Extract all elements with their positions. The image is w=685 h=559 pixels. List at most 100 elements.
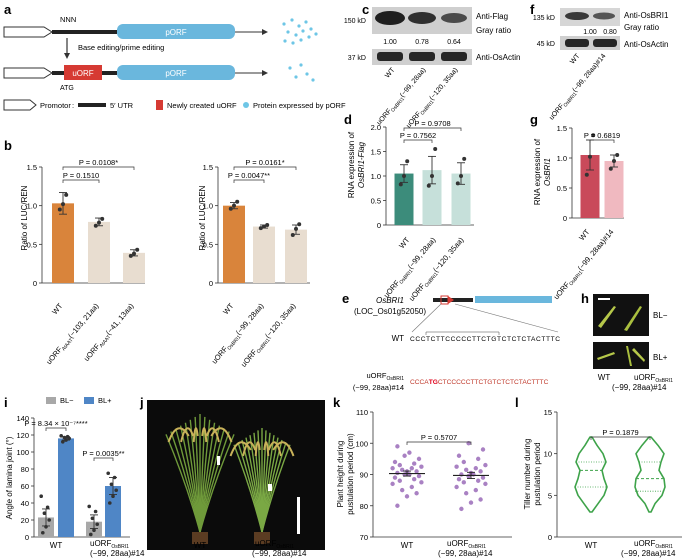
d-point-0-2 [405,159,410,164]
j-cat-2b: (−99, 28aa)#14 [252,549,307,558]
legend-new-uorf: Newly created uORF [167,101,237,110]
k-point-1-4 [473,487,478,493]
f-anti-bottom: Anti-OsActin [624,40,668,49]
d-bar-1 [422,170,442,225]
d-ytick-label-3: 1.5 [371,148,381,157]
f-band-2 [593,12,615,20]
k-point-1-18 [454,464,459,469]
b-left-bar-1 [88,221,110,283]
k-ytick-label-1: 80 [360,502,368,511]
k-point-1-0 [459,506,464,512]
protein-dots-bottom [288,63,315,82]
k-ytick-label-0: 70 [360,533,368,542]
b-left-sig-1-bracket [62,166,135,170]
panel-f: f 135 kD 45 kD 1.00 0.80 Anti-OsBRI1 Gra… [530,2,669,122]
g-ytick-label-3: 1.5 [557,124,567,133]
protein-dot-top-12 [314,32,318,36]
f-anti-top: Anti-OsBRI1 [624,11,669,20]
k-point-0-25 [407,450,412,455]
protein-dot-top-2 [297,24,301,28]
b-right-xlabel-wt: WT [221,301,236,316]
panel-c: c 150 kD 37 kD 1.00 0.78 0.64 Anti-Flag … [344,2,521,130]
b-left-ytick-label-1: 0.5 [27,240,37,249]
protein-dot-top-9 [291,41,295,45]
i-point-1-0-5 [59,434,63,438]
k-point-1-15 [478,469,483,474]
j-plant-0-stem-14 [199,434,235,533]
protein-dot-bottom-1 [299,63,303,67]
panel-g: g RNA expression of OsBRI1 0 0.5 1.0 1.5 P =… [530,112,624,301]
legend-utr-icon [78,103,106,107]
j-scale-bar [297,497,300,534]
b-right-bar-2 [285,229,307,283]
g-sig-0-bracket [589,139,615,143]
i-point-0-0-5 [39,494,43,499]
k-point-0-3 [400,487,405,493]
k-point-1-19 [483,462,488,468]
d-ytick-label-2: 1.0 [371,172,381,181]
panel-label-b: b [4,138,12,153]
j-plant-0-panicle-5 [210,427,233,443]
k-point-0-22 [392,459,398,465]
porf-label-bottom: pORF [165,69,186,78]
i-point-0-1-0 [89,532,93,537]
porf-label-top: pORF [165,28,186,37]
utr-bar-top [52,30,117,34]
d-point-2-1 [459,174,463,178]
k-point-1-16 [464,467,469,473]
c-band-3 [441,13,467,23]
c-band-2 [408,12,436,24]
panel-label-d: d [344,112,352,127]
i-sig-1-bracket [93,457,114,461]
i-point-1-1-2 [114,488,118,493]
chart-b-left: 0 0.5 1.0 1.5 P = 0.1510 P = 0.0108* [27,158,145,288]
panel-label-l: l [515,395,519,410]
i-point-0-0-2 [47,518,51,522]
f-actin-1 [565,39,589,47]
b-right-point-1-0 [258,226,263,231]
i-point-0-1-1 [92,528,96,532]
j-cat-wt: WT [194,541,207,550]
h-cat-2b: (−99, 28aa)#14 [612,383,667,392]
b-left-point-2-2 [135,247,140,252]
l-ytick-label-0: 0 [548,533,552,542]
k-point-1-9 [456,476,462,482]
e-mut-seq: CCCATGCTCCCCCTTCTGTCTCTCTACTTTC [410,379,549,386]
k-point-0-2 [414,491,419,496]
b-left-ylabel: Ratio of LUC/REN [20,185,29,250]
l-cat-wt: WT [585,541,598,550]
panel-label-e: e [342,291,349,306]
e-wt-seq: CCCTCTTCCCCCTTCTGTCTCTCTACTTTC [410,336,560,343]
j-plant-1-panicle-3 [263,441,270,457]
e-mut-label-1: uORFOsBRI1 [366,371,404,382]
b-right-point-1-1 [262,224,266,229]
i-point-1-0-4 [65,434,70,439]
b-left-point-2-1 [132,251,136,256]
b-left-ytick-label-2: 1.0 [27,202,37,211]
k-point-0-20 [397,462,402,468]
c-gray-ratio: Gray ratio [476,26,512,35]
i-cat-wt: WT [50,541,63,550]
i-cat-2a: uORFOsBRI1 [90,539,129,550]
i-bar-1-1 [105,486,121,537]
i-point-0-0-3 [42,511,47,515]
chart-d: 0 0.5 1.0 1.5 2.0 P = 0.7562 P = 0.9708 [371,119,474,230]
d-ylabel-1: RNA expression of [347,131,356,198]
b-right-point-2-1 [294,226,298,231]
d-point-2-0 [455,181,460,186]
f-xlabel-wt: WT [569,52,582,65]
l-sig-bracket [590,436,651,440]
k-point-1-13 [459,472,464,477]
d-sig-1-annotation: P = 0.9708 [414,119,450,128]
j-plants [165,414,295,544]
i-point-0-1-4 [93,509,98,514]
e-locus: (LOC_Os01g52050) [354,307,426,316]
h-cat-wt: WT [598,373,611,382]
k-point-0-23 [416,456,422,462]
b-right-ytick-label-0: 0 [209,279,213,288]
svg-text::: : [72,101,74,110]
i-ytick-label-7: 140 [16,414,29,423]
b-left-point-1-2 [100,216,105,221]
f-mw-top: 135 kD [533,15,555,22]
c-mw-top: 150 kD [344,18,366,25]
